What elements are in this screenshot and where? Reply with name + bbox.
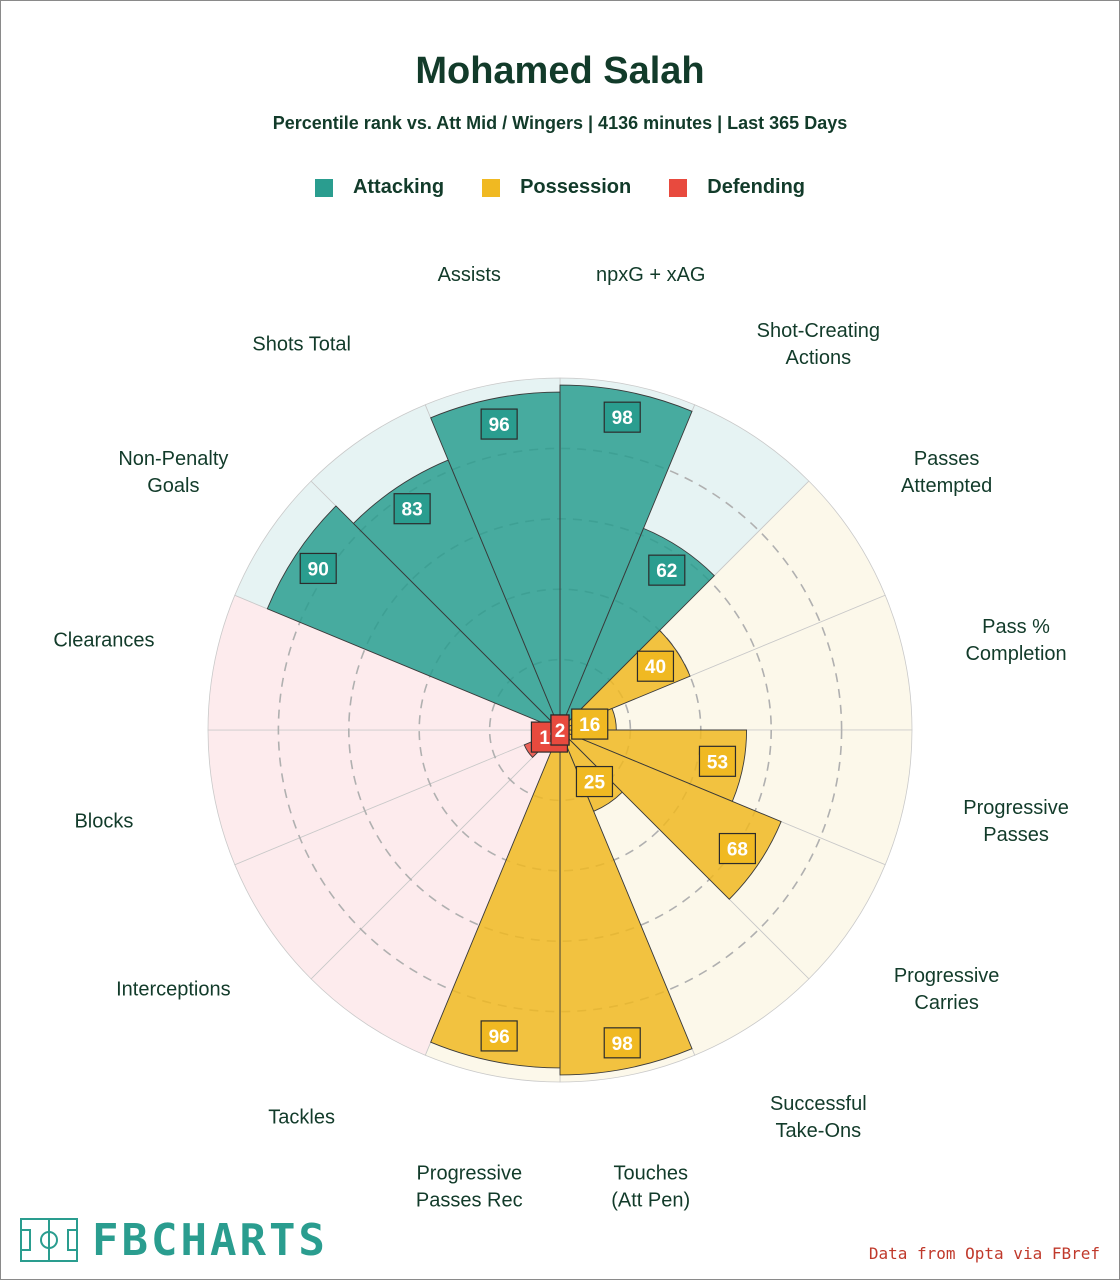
category-label-touches-att-pen: Touches (Att Pen): [611, 1163, 690, 1212]
value-box-progressive-carries: [718, 832, 757, 865]
value-label-shots-total: 83: [402, 500, 423, 521]
background-sector-clearances: [207, 594, 561, 731]
pitch-icon: [20, 1218, 78, 1262]
category-label-clearances: Clearances: [53, 629, 154, 651]
value-box-assists: [480, 408, 518, 440]
value-label-progressive-passes: 53: [707, 752, 728, 773]
legend-item-defending: Defending: [669, 176, 805, 199]
bar-progressive-passes-rec: [430, 729, 561, 1069]
value-box-successful-take-ons: [575, 765, 614, 798]
bar-touches-att-pen: [559, 729, 693, 1076]
background-sector-tackles: [310, 729, 561, 1056]
legend-label-defending: Defending: [707, 176, 806, 198]
value-label-progressive-passes-rec: 96: [489, 1027, 510, 1048]
legend-label-attacking: Attacking: [352, 176, 445, 198]
legend-swatch-defending: [669, 178, 688, 197]
value-box-shot-creating-actions: [648, 554, 686, 586]
bar-non-penalty-goals: [266, 505, 561, 731]
value-label-shot-creating-actions: 62: [656, 561, 677, 582]
category-label-progressive-passes-rec: Progressive Passes Rec: [416, 1163, 523, 1212]
category-label-blocks: Blocks: [74, 811, 133, 833]
value-box-passes-attempted: [636, 650, 675, 682]
chart-subtitle: Percentile rank vs. Att Mid / Wingers | …: [272, 113, 848, 133]
value-label-progressive-carries: 68: [727, 840, 748, 861]
value-box-clearances: [550, 714, 570, 746]
category-label-shots-total: Shots Total: [252, 333, 351, 355]
background-sector-interceptions: [234, 729, 561, 980]
category-label-shot-creating-actions: Shot-Creating Actions: [757, 320, 880, 369]
value-label-assists: 96: [489, 415, 510, 436]
value-label-npxg-xag: 98: [612, 408, 633, 429]
legend-label-possession: Possession: [520, 176, 632, 198]
value-label-non-penalty-goals: 90: [308, 559, 329, 580]
fbcharts-logo: FBCHARTS: [20, 1214, 328, 1266]
value-label-clearances: 2: [555, 721, 566, 742]
legend-swatch-possession: [482, 178, 501, 197]
bar-npxg-xag: [559, 384, 693, 731]
chart-title: Mohamed Salah: [415, 50, 705, 92]
category-label-pass-completion: Pass % Completion: [965, 616, 1066, 665]
value-box-progressive-passes: [698, 745, 737, 777]
grid-circle-80: [277, 447, 843, 1013]
bar-shots-total: [352, 459, 561, 731]
value-box-shots-total: [393, 493, 431, 525]
value-label-passes-attempted: 40: [645, 657, 666, 678]
category-label-successful-take-ons: Successful Take-Ons: [770, 1093, 867, 1142]
data-source-note: Data from Opta via FBref: [868, 1244, 1100, 1263]
bar-assists: [430, 391, 561, 731]
value-label-pass-completion: 16: [579, 715, 600, 736]
value-box-progressive-passes-rec: [480, 1020, 518, 1052]
category-label-non-penalty-goals: Non-Penalty Goals: [118, 448, 228, 497]
value-box-pass-completion: [571, 708, 609, 740]
category-label-interceptions: Interceptions: [116, 978, 231, 1000]
category-label-passes-attempted: Passes Attempted: [901, 448, 992, 497]
value-label-successful-take-ons: 25: [584, 773, 606, 794]
legend-item-possession: Possession: [482, 176, 631, 199]
category-label-assists: Assists: [438, 264, 501, 286]
background-sector-pass-completion: [559, 594, 913, 731]
legend-item-attacking: Attacking: [314, 176, 445, 199]
value-label-touches-att-pen: 98: [612, 1034, 633, 1055]
background-sector-successful-take-ons: [559, 729, 810, 1056]
category-label-tackles: Tackles: [268, 1107, 335, 1129]
category-label-npxg-xag: npxG + xAG: [596, 264, 706, 286]
logo-text: FBCHARTS: [92, 1214, 328, 1266]
legend-swatch-attacking: [314, 178, 333, 197]
value-box-non-penalty-goals: [299, 552, 337, 585]
value-box-npxg-xag: [603, 401, 641, 433]
category-label-progressive-passes: Progressive Passes: [963, 797, 1069, 846]
legend: Attacking Possession Defending: [0, 176, 1120, 199]
background-sector-blocks: [207, 729, 561, 866]
category-label-progressive-carries: Progressive Carries: [894, 965, 1000, 1014]
value-box-touches-att-pen: [603, 1027, 641, 1059]
